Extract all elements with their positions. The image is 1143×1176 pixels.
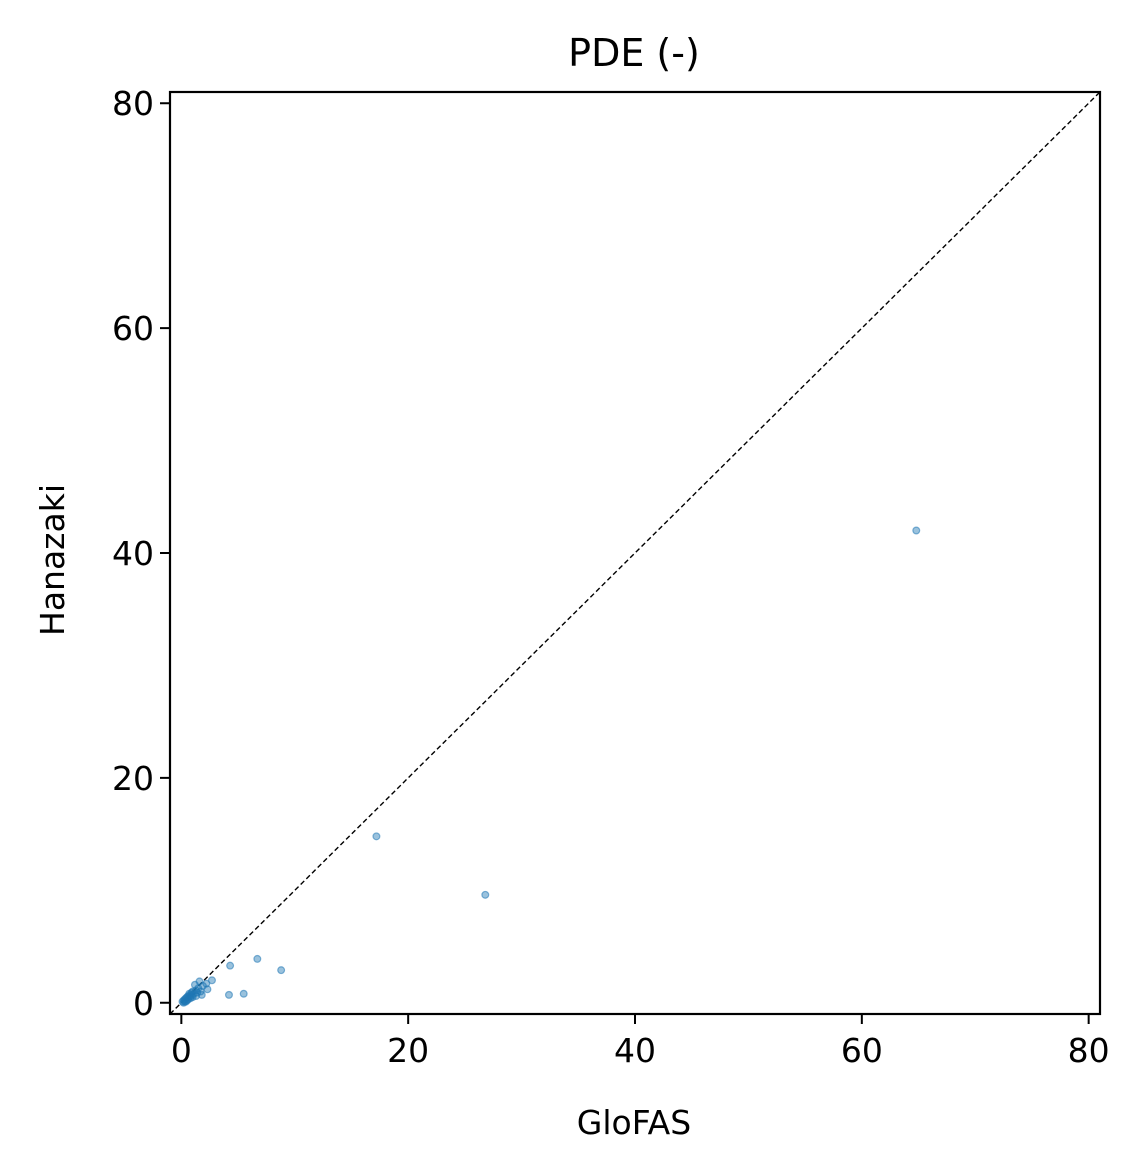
scatter-point <box>277 966 286 975</box>
scatter-point <box>207 976 216 985</box>
scatter-point <box>912 526 921 535</box>
y-tick-label: 80 <box>112 84 154 123</box>
y-axis-label: Hanazaki <box>33 484 72 636</box>
scatter-point <box>178 997 187 1006</box>
scatter-point <box>197 990 206 999</box>
x-axis-label: GloFAS <box>577 1103 691 1142</box>
scatter-point <box>224 990 233 999</box>
x-tick-label: 40 <box>614 1031 656 1070</box>
scatter-point <box>481 890 490 899</box>
y-tick-label: 0 <box>133 984 154 1023</box>
x-tick-label: 0 <box>171 1031 192 1070</box>
scatter-point <box>190 980 199 989</box>
scatter-point <box>253 954 262 963</box>
scatter-point <box>226 961 235 970</box>
y-tick-label: 20 <box>112 759 154 798</box>
y-tick-label: 40 <box>112 534 154 573</box>
chart-title: PDE (-) <box>568 31 700 75</box>
scatter-point <box>372 832 381 841</box>
scatter-point <box>239 989 248 998</box>
reference-line <box>169 91 1101 1015</box>
plot-area <box>169 91 1101 1015</box>
x-tick-label: 60 <box>841 1031 883 1070</box>
x-axis: 0 20 40 60 80 <box>171 1014 1110 1070</box>
y-axis: 0 20 40 60 80 <box>112 84 170 1023</box>
scatter-point <box>188 993 197 1002</box>
y-tick-label: 60 <box>112 309 154 348</box>
x-tick-label: 20 <box>387 1031 429 1070</box>
x-tick-label: 80 <box>1068 1031 1110 1070</box>
